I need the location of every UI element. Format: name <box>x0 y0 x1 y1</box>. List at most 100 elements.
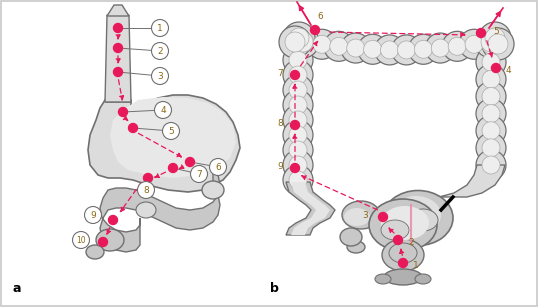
Circle shape <box>152 42 168 60</box>
Polygon shape <box>100 168 220 252</box>
Circle shape <box>289 141 307 159</box>
Circle shape <box>399 258 407 267</box>
Circle shape <box>138 181 154 199</box>
Circle shape <box>482 87 500 105</box>
Ellipse shape <box>344 208 370 226</box>
Ellipse shape <box>202 181 224 199</box>
Ellipse shape <box>381 206 429 240</box>
Ellipse shape <box>381 220 409 240</box>
Circle shape <box>114 44 123 52</box>
Circle shape <box>289 171 307 189</box>
Circle shape <box>289 51 307 69</box>
Circle shape <box>144 173 152 182</box>
Polygon shape <box>291 182 330 235</box>
Circle shape <box>398 41 415 59</box>
Ellipse shape <box>136 202 156 218</box>
Circle shape <box>442 31 472 61</box>
Circle shape <box>482 105 500 122</box>
Circle shape <box>152 68 168 84</box>
Circle shape <box>283 30 313 60</box>
Circle shape <box>475 26 507 58</box>
Circle shape <box>310 25 320 34</box>
Circle shape <box>393 235 402 244</box>
Ellipse shape <box>369 199 437 251</box>
Circle shape <box>313 35 331 53</box>
Circle shape <box>482 28 514 60</box>
Circle shape <box>465 35 483 53</box>
Circle shape <box>290 27 320 57</box>
Circle shape <box>476 47 506 77</box>
Circle shape <box>283 75 313 105</box>
Circle shape <box>289 36 307 54</box>
Circle shape <box>162 122 180 139</box>
Circle shape <box>283 90 313 120</box>
Text: b: b <box>270 282 279 295</box>
Text: 3: 3 <box>362 211 368 220</box>
Polygon shape <box>105 15 131 102</box>
Circle shape <box>476 27 506 57</box>
Circle shape <box>152 20 168 37</box>
Circle shape <box>283 60 313 90</box>
Circle shape <box>425 33 455 63</box>
Text: 4: 4 <box>160 106 166 115</box>
Circle shape <box>358 34 388 64</box>
Circle shape <box>330 37 348 55</box>
Text: 9: 9 <box>277 161 283 170</box>
Ellipse shape <box>384 269 422 285</box>
Circle shape <box>448 37 466 55</box>
Circle shape <box>289 28 309 48</box>
Circle shape <box>283 105 313 135</box>
Text: 4: 4 <box>506 65 512 75</box>
Circle shape <box>289 66 307 84</box>
Circle shape <box>482 156 500 174</box>
Circle shape <box>482 70 500 88</box>
Circle shape <box>283 150 313 180</box>
Text: 10: 10 <box>76 235 86 244</box>
Text: 2: 2 <box>408 238 414 247</box>
Ellipse shape <box>389 243 417 263</box>
Circle shape <box>324 31 354 61</box>
Ellipse shape <box>382 239 424 271</box>
Circle shape <box>492 64 500 72</box>
Circle shape <box>431 39 449 57</box>
Ellipse shape <box>415 274 431 284</box>
Circle shape <box>114 24 123 33</box>
Circle shape <box>291 71 300 80</box>
Circle shape <box>481 32 501 52</box>
Text: 5: 5 <box>493 26 499 36</box>
Circle shape <box>118 107 128 116</box>
Circle shape <box>154 102 172 119</box>
Circle shape <box>482 53 500 71</box>
Circle shape <box>476 150 506 180</box>
Circle shape <box>346 39 365 57</box>
Circle shape <box>479 22 511 54</box>
Text: 9: 9 <box>90 211 96 220</box>
Circle shape <box>293 32 313 52</box>
Circle shape <box>408 34 438 64</box>
Circle shape <box>476 64 506 94</box>
Circle shape <box>279 26 311 58</box>
Circle shape <box>379 212 387 221</box>
Text: 7: 7 <box>277 68 283 77</box>
Circle shape <box>414 40 433 58</box>
Text: 7: 7 <box>196 169 202 178</box>
Circle shape <box>476 99 506 129</box>
Ellipse shape <box>340 228 362 246</box>
Polygon shape <box>107 18 129 95</box>
Circle shape <box>109 216 117 224</box>
Circle shape <box>285 32 305 52</box>
Ellipse shape <box>347 241 365 253</box>
Polygon shape <box>110 97 236 178</box>
Circle shape <box>291 164 300 173</box>
Ellipse shape <box>342 201 380 229</box>
Text: 1: 1 <box>413 261 419 270</box>
Polygon shape <box>107 5 129 16</box>
Ellipse shape <box>391 196 441 234</box>
Circle shape <box>289 156 307 174</box>
Text: a: a <box>12 282 20 295</box>
Circle shape <box>190 165 208 182</box>
Circle shape <box>98 238 108 247</box>
Ellipse shape <box>375 274 391 284</box>
Text: 6: 6 <box>317 11 323 21</box>
Circle shape <box>476 81 506 111</box>
